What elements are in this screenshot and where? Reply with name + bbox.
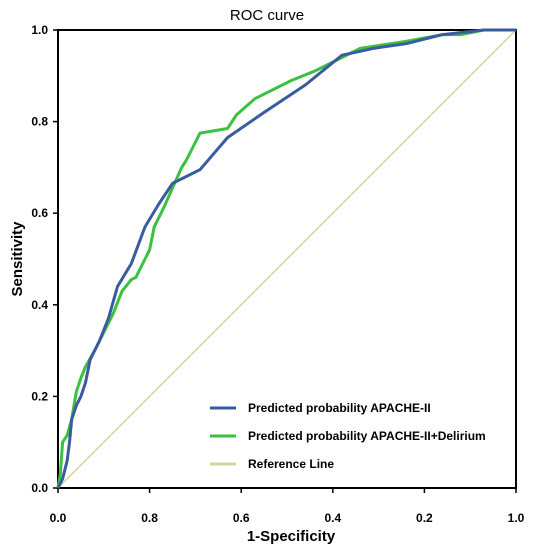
x-tick-label: 0.6: [233, 511, 250, 525]
y-tick-label: 1.0: [31, 23, 48, 37]
x-tick-label: 0.2: [416, 511, 433, 525]
y-tick-label: 0.4: [31, 298, 48, 312]
plot-area-frame: [57, 29, 517, 489]
legend-label: Predicted probability APACHE-II+Delirium: [248, 429, 486, 443]
y-axis-ticks: 0.0 0.2 0.4 0.6 0.8 1.0: [31, 23, 58, 495]
x-tick-label: 0.8: [141, 511, 158, 525]
y-axis-label: Sensitivity: [9, 221, 26, 297]
x-tick-label: 0.0: [50, 511, 67, 525]
legend: Predicted probability APACHE-II Predicted…: [210, 401, 486, 471]
x-axis-ticks: 0.0 0.8 0.6 0.4 0.2 1.0: [50, 488, 525, 525]
y-tick-label: 0.0: [31, 481, 48, 495]
y-tick-label: 0.2: [31, 389, 48, 403]
y-tick-label: 0.8: [31, 115, 48, 129]
x-tick-label: 0.4: [324, 511, 341, 525]
chart-title: ROC curve: [230, 7, 304, 24]
legend-label: Predicted probability APACHE-II: [248, 401, 431, 415]
series-line-predicted-probability-apache-ii: [56, 28, 516, 489]
y-tick-label: 0.6: [31, 206, 48, 220]
series-lines: [56, 28, 517, 489]
x-tick-label: 1.0: [508, 511, 525, 525]
x-axis-label: 1-Specificity: [247, 528, 336, 545]
series-line-reference-line: [57, 29, 517, 489]
legend-label: Reference Line: [248, 457, 334, 471]
